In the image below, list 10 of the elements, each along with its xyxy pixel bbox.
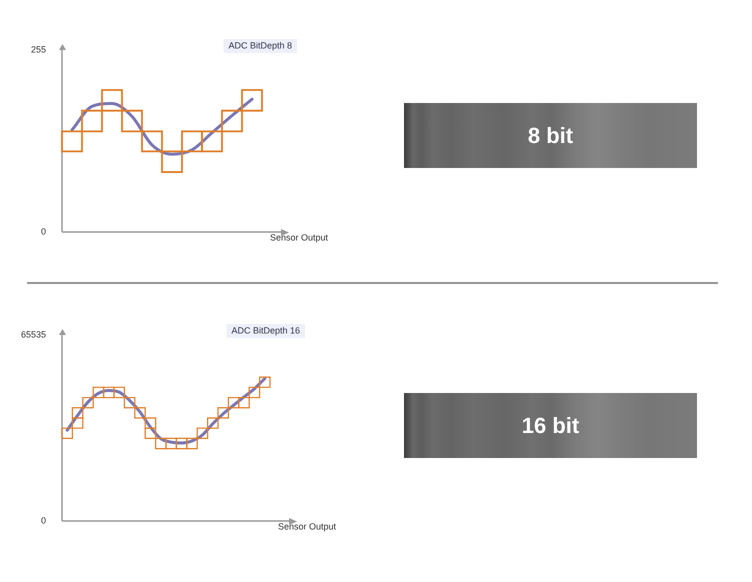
y-tick-label: 65535	[20, 329, 46, 340]
text: 8 bit	[528, 122, 574, 148]
x-axis-title: Sensor Output	[278, 521, 337, 532]
chart-title: ADC BitDepth 16	[231, 325, 300, 336]
text: 16 bit	[522, 412, 580, 438]
chart-title: ADC BitDepth 8	[228, 40, 292, 50]
y-tick-label: 255	[30, 44, 46, 54]
x-axis-title: Sensor Output	[270, 232, 329, 242]
y-tick-label: 0	[40, 226, 46, 236]
y-tick-label: 0	[40, 515, 46, 526]
